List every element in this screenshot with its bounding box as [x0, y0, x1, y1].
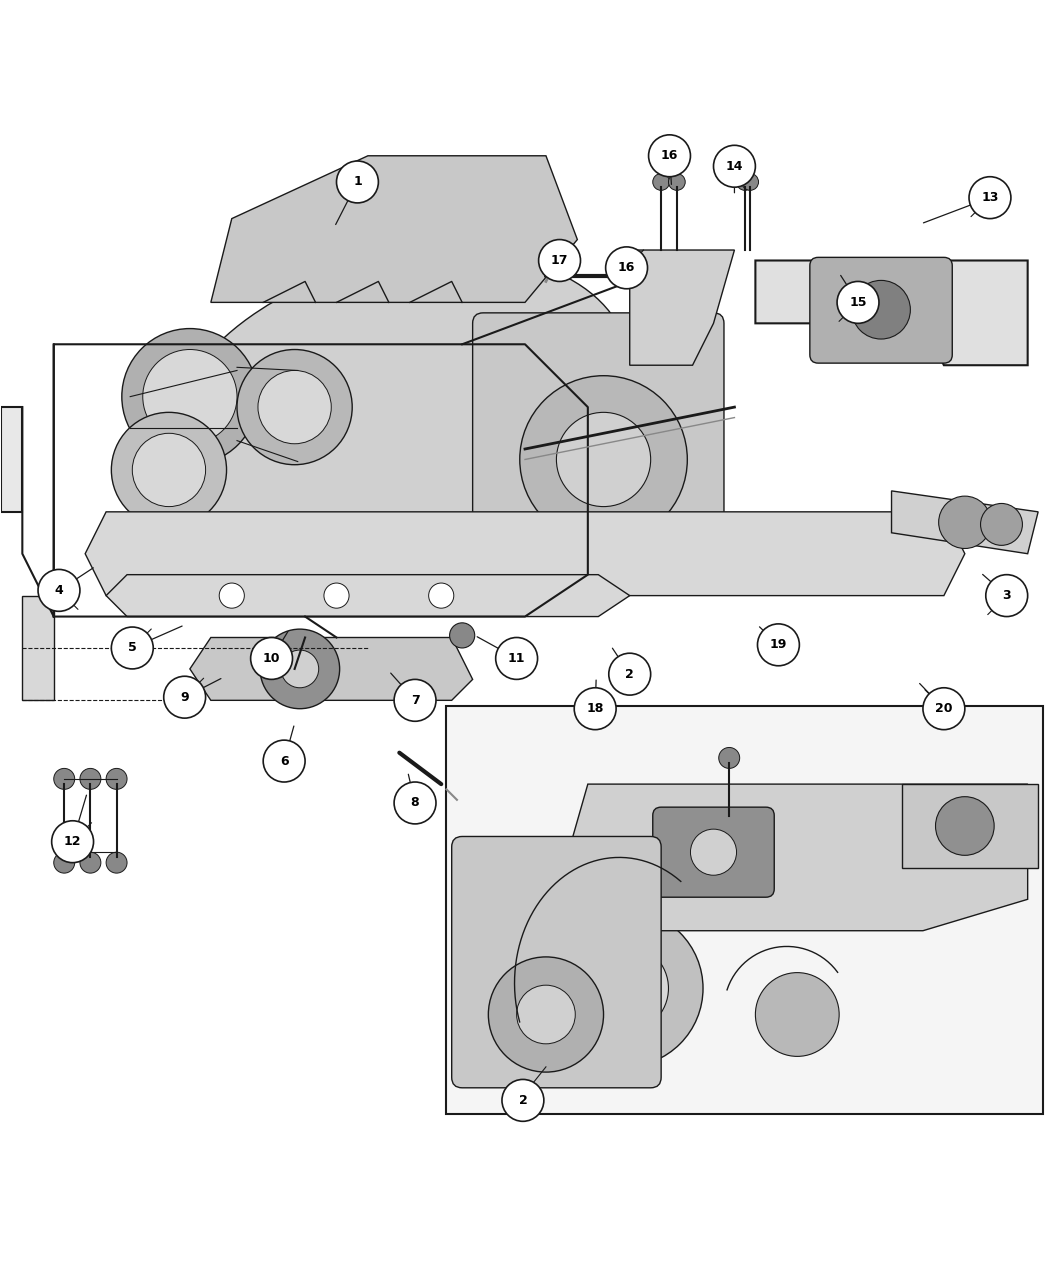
Circle shape — [581, 945, 669, 1033]
Circle shape — [546, 910, 704, 1067]
Circle shape — [923, 687, 965, 729]
Circle shape — [106, 852, 127, 873]
Circle shape — [336, 161, 378, 203]
Circle shape — [669, 173, 686, 190]
Polygon shape — [106, 575, 630, 617]
Circle shape — [51, 821, 93, 863]
Circle shape — [502, 1080, 544, 1121]
Polygon shape — [211, 156, 578, 302]
Polygon shape — [630, 250, 734, 365]
FancyBboxPatch shape — [810, 258, 952, 363]
Circle shape — [111, 627, 153, 669]
Circle shape — [80, 769, 101, 789]
Text: 15: 15 — [849, 296, 866, 309]
Text: 8: 8 — [411, 797, 419, 810]
Circle shape — [449, 623, 475, 648]
Circle shape — [714, 145, 755, 187]
Circle shape — [691, 829, 736, 875]
Text: 3: 3 — [1003, 589, 1011, 602]
Text: 20: 20 — [936, 703, 952, 715]
Polygon shape — [567, 784, 1028, 931]
Circle shape — [281, 650, 319, 687]
Circle shape — [264, 740, 306, 782]
Text: 2: 2 — [519, 1094, 527, 1107]
Circle shape — [606, 247, 648, 288]
Circle shape — [251, 638, 293, 680]
Ellipse shape — [169, 252, 630, 561]
Text: 1: 1 — [353, 176, 362, 189]
Text: 16: 16 — [617, 261, 635, 274]
Circle shape — [54, 852, 75, 873]
FancyBboxPatch shape — [452, 836, 662, 1088]
Circle shape — [488, 958, 604, 1072]
Circle shape — [394, 680, 436, 722]
Text: 7: 7 — [411, 694, 419, 706]
Circle shape — [106, 769, 127, 789]
Circle shape — [38, 570, 80, 611]
Circle shape — [539, 240, 581, 282]
Text: 6: 6 — [280, 755, 289, 768]
Text: 9: 9 — [181, 691, 189, 704]
Text: 11: 11 — [508, 652, 525, 666]
Circle shape — [54, 769, 75, 789]
FancyBboxPatch shape — [472, 312, 723, 543]
Circle shape — [936, 797, 994, 856]
Circle shape — [741, 173, 758, 190]
Circle shape — [219, 583, 245, 608]
FancyBboxPatch shape — [653, 807, 774, 898]
Circle shape — [496, 638, 538, 680]
Circle shape — [719, 747, 739, 769]
Circle shape — [653, 173, 670, 190]
Circle shape — [132, 434, 206, 506]
Circle shape — [986, 575, 1028, 617]
Circle shape — [755, 973, 839, 1057]
Circle shape — [649, 135, 691, 177]
FancyBboxPatch shape — [446, 705, 1044, 1114]
Polygon shape — [22, 595, 54, 700]
Circle shape — [111, 412, 227, 528]
Circle shape — [122, 329, 258, 464]
Circle shape — [609, 653, 651, 695]
Text: 19: 19 — [770, 639, 788, 652]
Circle shape — [517, 986, 575, 1044]
Circle shape — [556, 412, 651, 506]
Circle shape — [324, 583, 349, 608]
Circle shape — [428, 583, 454, 608]
Text: 4: 4 — [55, 584, 63, 597]
Text: 17: 17 — [551, 254, 568, 266]
Polygon shape — [902, 784, 1038, 868]
Text: 16: 16 — [660, 149, 678, 162]
Polygon shape — [1, 407, 22, 511]
Polygon shape — [85, 511, 965, 595]
Circle shape — [520, 376, 688, 543]
Circle shape — [143, 349, 237, 444]
Polygon shape — [891, 491, 1038, 553]
Circle shape — [757, 623, 799, 666]
Circle shape — [260, 629, 339, 709]
Circle shape — [237, 349, 352, 464]
Circle shape — [939, 496, 991, 548]
Text: 12: 12 — [64, 835, 81, 848]
Circle shape — [574, 687, 616, 729]
Polygon shape — [755, 260, 1028, 365]
Text: 13: 13 — [982, 191, 999, 204]
Text: 2: 2 — [626, 668, 634, 681]
Circle shape — [969, 177, 1011, 218]
Circle shape — [164, 676, 206, 718]
Circle shape — [394, 782, 436, 824]
Circle shape — [981, 504, 1023, 546]
Text: 18: 18 — [587, 703, 604, 715]
Circle shape — [837, 282, 879, 324]
Circle shape — [258, 371, 331, 444]
Circle shape — [80, 852, 101, 873]
Polygon shape — [190, 638, 472, 700]
Text: 14: 14 — [726, 159, 743, 172]
Circle shape — [736, 173, 753, 190]
Text: 5: 5 — [128, 641, 136, 654]
Text: 10: 10 — [262, 652, 280, 666]
Circle shape — [852, 280, 910, 339]
